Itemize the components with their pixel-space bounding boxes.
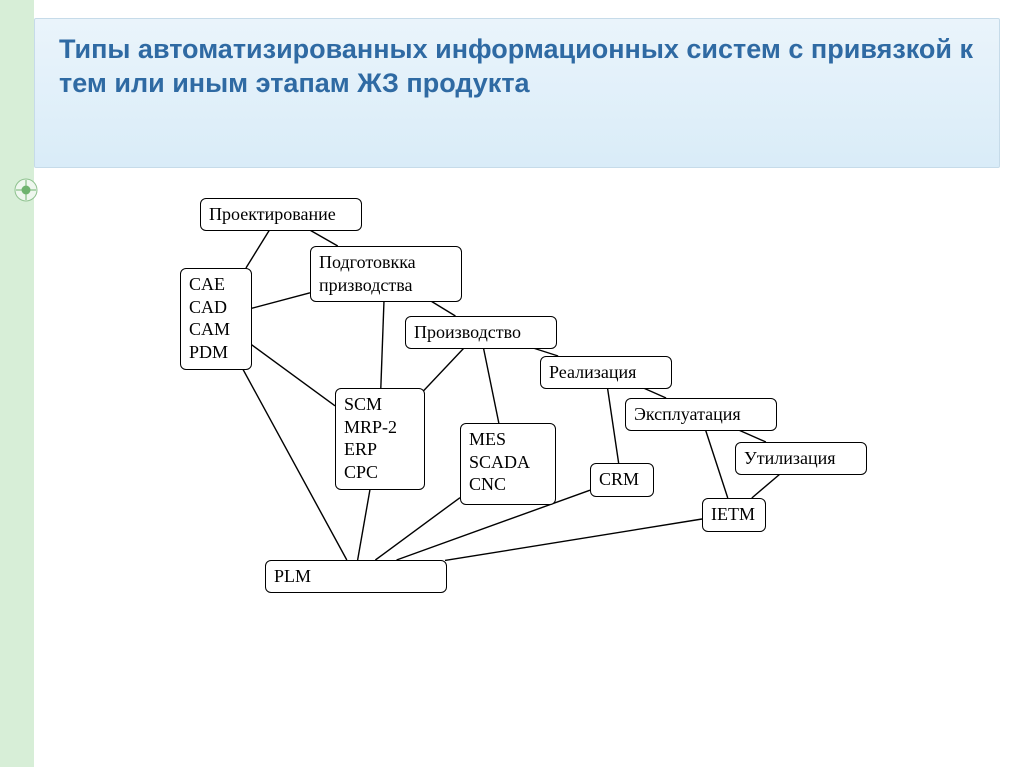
node-b_ietm: IETM <box>702 498 766 532</box>
edge-b_ietm-b_plm <box>445 519 702 560</box>
edge-n_prep-b_cae <box>250 293 310 309</box>
edge-n_expl-b_ietm <box>705 428 728 498</box>
edge-n_prep-n_prod <box>429 300 455 316</box>
bullet-marker <box>14 178 38 202</box>
edge-n_design-b_cae <box>246 228 271 268</box>
side-accent <box>0 0 34 767</box>
node-n_expl: Эксплуатация <box>625 398 777 431</box>
edge-n_design-n_prep <box>306 228 338 246</box>
edge-b_cae-b_scm <box>250 344 335 406</box>
edge-n_prod-b_mes <box>483 346 499 423</box>
node-n_prep: Подготовкка призводства <box>310 246 462 302</box>
edge-b_mes-b_plm <box>375 498 460 560</box>
node-b_scm: SCM MRP-2 ERP CPC <box>335 388 425 490</box>
node-n_design: Проектирование <box>200 198 362 231</box>
edge-n_util-b_ietm <box>752 472 783 498</box>
node-b_cae: CAE CAD CAM PDM <box>180 268 252 370</box>
node-b_mes: MES SCADA CNC <box>460 423 556 505</box>
title-band: Типы автоматизированных информационных с… <box>34 18 1000 168</box>
slide-title: Типы автоматизированных информационных с… <box>59 33 975 101</box>
edge-n_real-b_crm <box>607 386 618 463</box>
node-b_plm: PLM <box>265 560 447 593</box>
node-n_real: Реализация <box>540 356 672 389</box>
edges-layer <box>180 198 900 608</box>
edge-b_cae-b_plm <box>242 368 347 560</box>
edge-b_scm-b_plm <box>358 488 371 560</box>
edge-n_prep-b_scm <box>381 300 384 388</box>
node-n_util: Утилизация <box>735 442 867 475</box>
node-n_prod: Производство <box>405 316 557 349</box>
slide: Типы автоматизированных информационных с… <box>0 0 1024 767</box>
diagram: Проектирование Подготовкка призводства Про… <box>180 198 900 608</box>
edge-n_prod-b_scm <box>423 346 466 391</box>
node-b_crm: CRM <box>590 463 654 497</box>
